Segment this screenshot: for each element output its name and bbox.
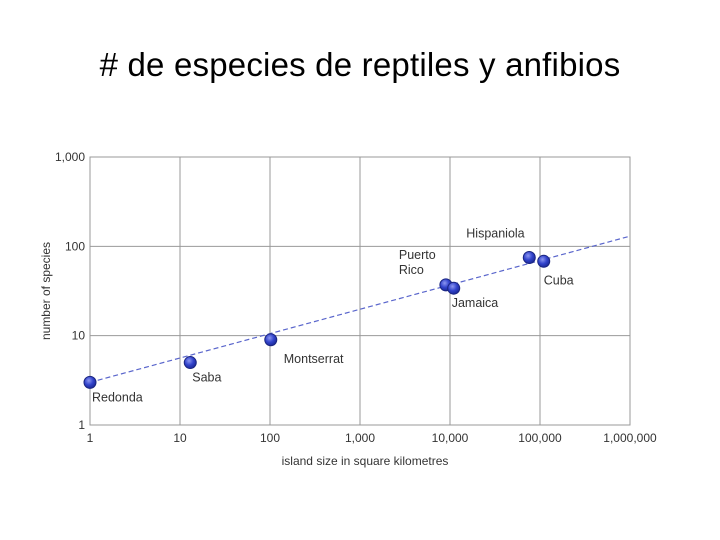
point-label: Cuba — [544, 273, 574, 287]
y-axis-label: number of species — [39, 242, 53, 340]
y-tick-label: 1 — [78, 418, 85, 432]
point-label: Puerto Rico — [399, 248, 436, 277]
data-point — [264, 333, 278, 347]
point-label: Jamaica — [452, 296, 499, 310]
point-label: Montserrat — [284, 352, 344, 366]
x-axis-label: island size in square kilometres — [282, 454, 449, 468]
y-tick-label: 10 — [72, 329, 86, 343]
x-tick-label: 1,000 — [345, 431, 375, 445]
data-point — [537, 254, 551, 268]
x-tick-label: 1,000,000 — [603, 431, 657, 445]
x-tick-label: 100,000 — [518, 431, 562, 445]
x-tick-label: 100 — [260, 431, 280, 445]
y-tick-label: 1,000 — [55, 150, 85, 164]
data-point — [447, 281, 461, 295]
data-point — [183, 356, 197, 370]
data-point — [83, 375, 97, 389]
point-label: Redonda — [92, 390, 143, 404]
point-label: Hispaniola — [466, 226, 524, 240]
x-tick-label: 1 — [87, 431, 94, 445]
x-tick-label: 10 — [173, 431, 187, 445]
data-point — [522, 250, 536, 264]
x-tick-label: 10,000 — [432, 431, 469, 445]
point-label: Saba — [192, 371, 221, 385]
y-tick-label: 100 — [65, 239, 85, 253]
slide-title: # de especies de reptiles y anfibios — [99, 46, 621, 83]
